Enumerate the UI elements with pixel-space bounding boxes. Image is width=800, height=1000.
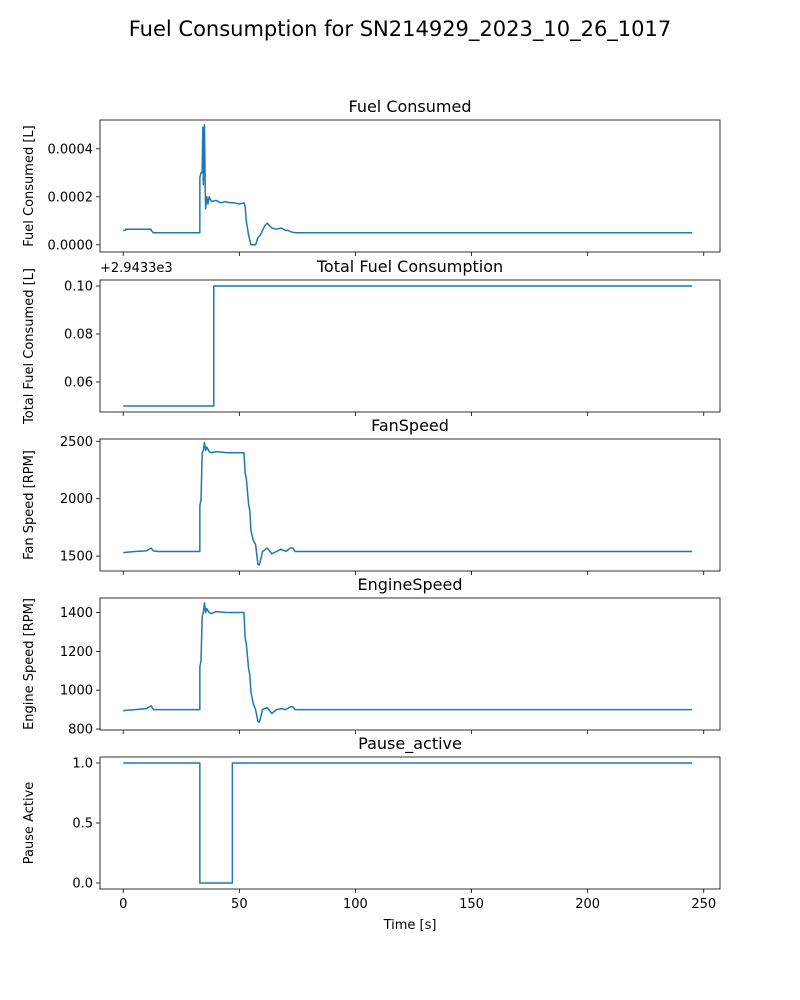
y-tick-label: 1400: [60, 606, 93, 621]
x-axis-label: Time [s]: [383, 918, 437, 933]
y-tick-label: 0.0000: [48, 238, 94, 253]
series-line: [123, 441, 693, 567]
y-tick-label: 0.0: [72, 877, 93, 892]
series-line: [123, 602, 693, 723]
x-tick-label: 200: [575, 897, 600, 912]
subplot-title: EngineSpeed: [358, 575, 463, 594]
x-tick-label: 250: [691, 897, 716, 912]
x-tick-label: 50: [231, 897, 248, 912]
figure-title: Fuel Consumption for SN214929_2023_10_26…: [129, 17, 672, 42]
y-tick-label: 1500: [60, 550, 93, 565]
y-offset-label: +2.9433e3: [100, 261, 173, 276]
subplot-title: Total Fuel Consumption: [316, 257, 503, 276]
y-tick-label: 0.5: [72, 817, 93, 832]
subplot-3: 1500 2000 2500 FanSpeed Fan Speed [RPM]: [22, 416, 721, 575]
y-tick-label: 1.0: [72, 757, 93, 772]
series-line: [123, 762, 693, 884]
series-line: [123, 124, 693, 246]
y-tick-label: 800: [68, 723, 93, 738]
subplot-title: Fuel Consumed: [348, 97, 471, 116]
subplot-5: 0.0 0.5 1.0 0 50 100 150 200 250 Pause_active Paus…: [22, 734, 721, 933]
y-tick-label: 0.0004: [48, 142, 94, 157]
y-axis-label: Fuel Consumed [L]: [22, 125, 37, 246]
y-tick-label: 1000: [60, 684, 93, 699]
subplot-2: 0.06 0.08 0.10 Total Fuel Consumption Total …: [22, 257, 721, 425]
axes-frame: [99, 119, 721, 253]
y-tick-label: 2000: [60, 492, 93, 507]
y-axis-label: Engine Speed [RPM]: [22, 598, 37, 730]
y-tick-label: 0.06: [64, 376, 93, 391]
y-tick-label: 1200: [60, 645, 93, 660]
y-tick-label: 2500: [60, 435, 93, 450]
subplot-1: 0.0000 0.0002 0.0004 Fuel Consumed Fuel Cons…: [22, 97, 721, 256]
y-tick-label: 0.08: [64, 328, 93, 343]
x-tick-label: 150: [459, 897, 484, 912]
series-line: [123, 285, 693, 407]
subplot-title: FanSpeed: [371, 416, 449, 435]
subplot-title: Pause_active: [358, 734, 462, 754]
axes-frame: [99, 597, 721, 731]
subplot-4: 800 1000 1200 1400 EngineSpeed Engine Speed […: [22, 575, 721, 738]
y-axis-label: Total Fuel Consumed [L]: [22, 268, 37, 425]
y-tick-label: 0.10: [64, 280, 93, 295]
y-axis-label: Fan Speed [RPM]: [22, 450, 37, 560]
axes-frame: [99, 279, 721, 413]
x-tick-label: 0: [119, 897, 127, 912]
axes-frame: [99, 438, 721, 572]
y-tick-label: 0.0002: [48, 190, 94, 205]
y-axis-label: Pause Active: [22, 782, 37, 865]
subplots: 0.0000 0.0002 0.0004 Fuel Consumed Fuel Cons…: [22, 97, 721, 933]
x-tick-label: 100: [343, 897, 368, 912]
